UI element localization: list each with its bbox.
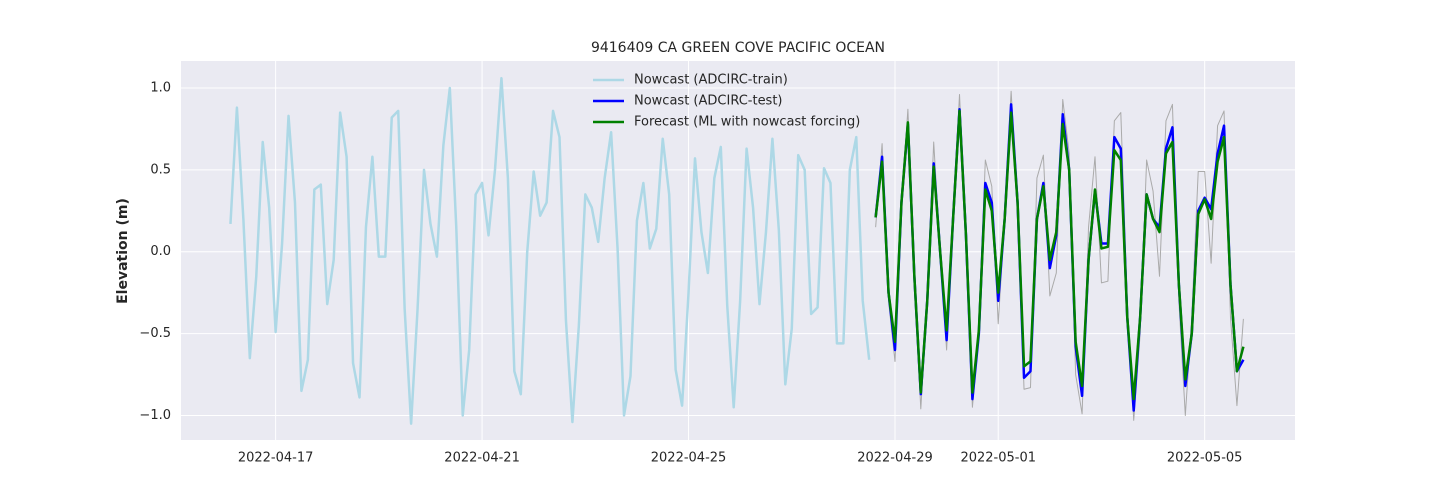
legend-label: Nowcast (ADCIRC-train)	[634, 73, 788, 88]
y-tick-label: 0.5	[150, 162, 171, 177]
x-tick-label: 2022-05-05	[1167, 451, 1243, 466]
legend-label: Nowcast (ADCIRC-test)	[634, 94, 783, 109]
y-tick-label: −1.0	[139, 408, 171, 423]
x-tick-label: 2022-05-01	[960, 451, 1036, 466]
y-axis-label: Elevation (m)	[115, 198, 131, 304]
x-tick-label: 2022-04-17	[238, 451, 314, 466]
series-line	[229, 76, 871, 425]
chart-title: 9416409 CA GREEN COVE PACIFIC OCEAN	[591, 40, 885, 56]
x-tick-label: 2022-04-21	[444, 451, 520, 466]
y-tick-label: 1.0	[150, 81, 171, 96]
legend-label: Forecast (ML with nowcast forcing)	[634, 115, 860, 130]
x-tick-label: 2022-04-25	[651, 451, 727, 466]
x-tick-label: 2022-04-29	[857, 451, 933, 466]
series-line	[874, 109, 1245, 401]
y-tick-label: −0.5	[139, 326, 171, 341]
y-tick-label: 0.0	[150, 244, 171, 259]
